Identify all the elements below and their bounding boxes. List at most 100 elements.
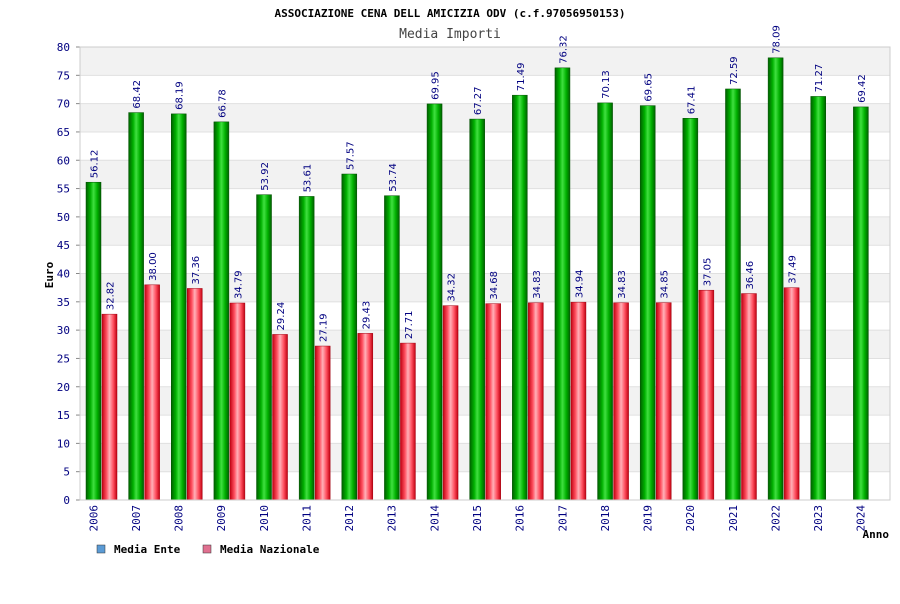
bar-media-ente bbox=[341, 173, 358, 501]
x-tick-label: 2019 bbox=[642, 505, 655, 532]
data-labels: 56.12 32.82 68.42 38.00 68.19 37.36 66.78 34.79… bbox=[90, 25, 868, 342]
data-label-media-ente: 78.09 bbox=[772, 25, 783, 54]
x-tick-label: 2023 bbox=[812, 505, 825, 532]
data-label-media-nazionale: 29.43 bbox=[361, 301, 372, 330]
y-tick-label: 0 bbox=[63, 494, 70, 507]
y-tick-label: 70 bbox=[57, 98, 70, 111]
data-label-media-ente: 56.12 bbox=[90, 150, 101, 179]
data-label-media-ente: 72.59 bbox=[729, 56, 740, 85]
bar-media-ente bbox=[725, 88, 741, 501]
bar-media-ente bbox=[853, 106, 869, 501]
y-tick-label: 80 bbox=[57, 41, 70, 54]
data-label-media-nazionale: 37.49 bbox=[788, 255, 799, 284]
bar-media-nazionale bbox=[783, 287, 800, 501]
bar-media-ente bbox=[682, 118, 699, 501]
data-label-media-ente: 68.42 bbox=[132, 80, 143, 109]
y-tick-label: 45 bbox=[57, 239, 70, 252]
y-axis-label: Euro bbox=[43, 261, 56, 288]
bar-media-ente bbox=[639, 105, 656, 501]
data-label-media-nazionale: 34.85 bbox=[660, 270, 671, 299]
bar-media-ente bbox=[469, 118, 485, 501]
bar-media-nazionale bbox=[272, 334, 288, 501]
bar-media-ente bbox=[554, 67, 571, 501]
bar-media-nazionale bbox=[187, 288, 203, 501]
data-label-media-ente: 69.65 bbox=[644, 73, 655, 102]
y-axis-ticks: 0 5 10 15 20 25 30 35 40 45 50 55 60 65 70 75 80 bbox=[57, 41, 80, 507]
x-tick-label: 2014 bbox=[428, 505, 441, 532]
x-tick-label: 2008 bbox=[173, 505, 186, 532]
x-axis-ticks: 2006 2007 2008 2009 2010 2011 2012 2013 2014 2015… bbox=[87, 505, 867, 532]
x-tick-label: 2018 bbox=[599, 505, 612, 532]
x-tick-label: 2021 bbox=[727, 505, 740, 532]
legend-label-media-ente: Media Ente bbox=[114, 543, 181, 556]
data-label-media-nazionale: 27.71 bbox=[404, 310, 415, 339]
x-tick-label: 2007 bbox=[130, 505, 143, 532]
data-label-media-ente: 69.95 bbox=[431, 71, 442, 100]
y-tick-label: 5 bbox=[63, 466, 70, 479]
y-tick-label: 30 bbox=[57, 324, 70, 337]
data-label-media-ente: 69.42 bbox=[857, 74, 868, 103]
y-tick-label: 75 bbox=[57, 69, 70, 82]
chart-subtitle: Media Importi bbox=[399, 27, 501, 42]
data-label-media-nazionale: 32.82 bbox=[106, 282, 117, 311]
bar-media-ente bbox=[298, 196, 315, 501]
bar-media-nazionale bbox=[314, 345, 331, 501]
bar-media-nazionale bbox=[144, 284, 160, 501]
x-tick-label: 2017 bbox=[556, 505, 569, 532]
y-tick-label: 50 bbox=[57, 211, 70, 224]
data-label-media-nazionale: 37.05 bbox=[702, 258, 713, 287]
bar-media-nazionale bbox=[528, 302, 544, 501]
data-label-media-ente: 67.41 bbox=[686, 86, 697, 115]
x-tick-label: 2012 bbox=[343, 505, 356, 532]
data-label-media-nazionale: 27.19 bbox=[319, 313, 330, 342]
bars bbox=[85, 57, 869, 501]
data-label-media-ente: 66.78 bbox=[217, 89, 228, 118]
data-label-media-nazionale: 34.94 bbox=[574, 270, 585, 299]
x-tick-label: 2010 bbox=[258, 505, 271, 532]
data-label-media-nazionale: 34.83 bbox=[617, 270, 628, 299]
x-tick-label: 2006 bbox=[87, 505, 100, 532]
y-tick-label: 60 bbox=[57, 154, 70, 167]
legend-swatch-media-nazionale bbox=[202, 544, 212, 554]
data-label-media-nazionale: 29.24 bbox=[276, 302, 287, 331]
data-label-media-nazionale: 36.46 bbox=[745, 261, 756, 290]
data-label-media-ente: 53.61 bbox=[303, 164, 314, 193]
plot-frame bbox=[79, 46, 891, 501]
bar-media-nazionale bbox=[229, 302, 246, 501]
x-tick-label: 2016 bbox=[514, 505, 527, 532]
bar-media-nazionale bbox=[655, 302, 672, 501]
x-tick-label: 2011 bbox=[300, 505, 313, 532]
data-label-media-ente: 53.92 bbox=[260, 162, 271, 191]
y-tick-label: 35 bbox=[57, 296, 70, 309]
data-label-media-nazionale: 34.79 bbox=[233, 270, 244, 299]
bar-media-ente bbox=[85, 181, 102, 501]
legend-swatch-media-ente bbox=[96, 544, 106, 554]
bar-media-ente bbox=[767, 57, 784, 501]
data-label-media-nazionale: 38.00 bbox=[148, 252, 159, 281]
data-label-media-ente: 71.49 bbox=[516, 63, 527, 92]
grid-band bbox=[80, 47, 890, 76]
data-label-media-ente: 76.32 bbox=[558, 35, 569, 64]
bar-media-nazionale bbox=[741, 293, 757, 501]
bar-media-ente bbox=[597, 102, 613, 501]
legend: Media Ente Media Nazionale bbox=[96, 543, 320, 556]
bar-media-nazionale bbox=[570, 301, 587, 501]
bar-media-ente bbox=[128, 112, 144, 501]
bar-media-ente bbox=[256, 194, 272, 501]
y-tick-label: 20 bbox=[57, 381, 70, 394]
data-label-media-ente: 53.74 bbox=[388, 163, 399, 192]
bar-media-nazionale bbox=[357, 333, 374, 501]
legend-label-media-nazionale: Media Nazionale bbox=[220, 543, 320, 556]
bar-media-ente bbox=[213, 121, 230, 501]
y-tick-label: 25 bbox=[57, 352, 70, 365]
x-tick-label: 2015 bbox=[471, 505, 484, 532]
bar-media-ente bbox=[426, 103, 443, 501]
y-tick-label: 55 bbox=[57, 183, 70, 196]
bar-media-nazionale bbox=[442, 305, 459, 501]
data-label-media-nazionale: 34.83 bbox=[532, 270, 543, 299]
x-tick-label: 2013 bbox=[386, 505, 399, 532]
data-label-media-ente: 68.19 bbox=[175, 81, 186, 110]
y-tick-label: 40 bbox=[57, 268, 70, 281]
